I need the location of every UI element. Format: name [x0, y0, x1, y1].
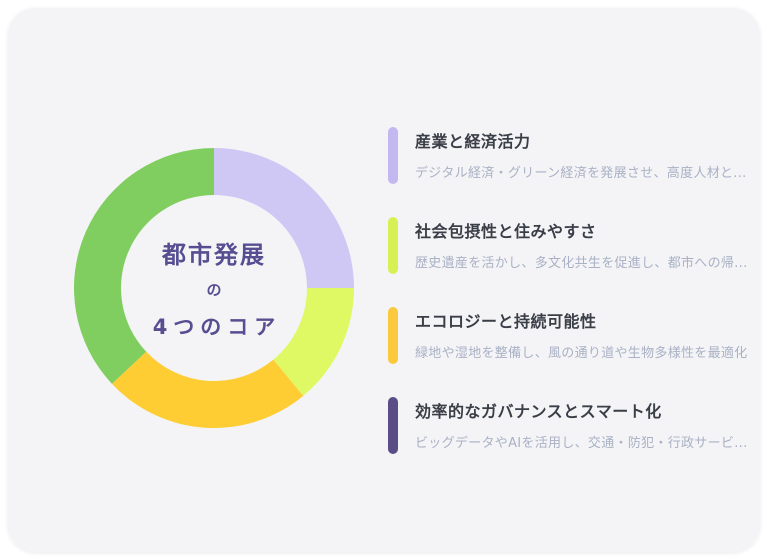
- legend-text-block: 社会包摂性と住みやすさ 歴史遺産を活かし、多文化共生を促進し、都市への帰...: [415, 217, 748, 274]
- legend-item-governance-smart: 効率的なガバナンスとスマート化 ビッグデータやAIを活用し、交通・防犯・行政サー…: [388, 397, 747, 454]
- legend-item-social-livability: 社会包摂性と住みやすさ 歴史遺産を活かし、多文化共生を促進し、都市への帰...: [388, 217, 747, 274]
- infographic-card: 都市発展 の 4つのコア 産業と経済活力 デジタル経済・グリーン経済を発展させ、…: [8, 8, 760, 552]
- legend-item-title: 効率的なガバナンスとスマート化: [415, 402, 662, 421]
- legend: 産業と経済活力 デジタル経済・グリーン経済を発展させ、高度人材と... 社会包摂…: [388, 127, 747, 487]
- legend-color-bar: [388, 397, 398, 454]
- legend-text-block: 産業と経済活力 デジタル経済・グリーン経済を発展させ、高度人材と...: [415, 127, 747, 184]
- donut-chart: [74, 148, 354, 428]
- donut-segment: [74, 148, 214, 384]
- legend-item-description: 緑地や湿地を整備し、風の通り道や生物多様性を最適化: [415, 346, 748, 361]
- donut-segment: [214, 148, 354, 288]
- donut-segment: [273, 288, 354, 396]
- legend-text-block: エコロジーと持続可能性 緑地や湿地を整備し、風の通り道や生物多様性を最適化: [415, 307, 748, 364]
- legend-item-ecology-sustainability: エコロジーと持続可能性 緑地や湿地を整備し、風の通り道や生物多様性を最適化: [388, 307, 747, 364]
- legend-color-bar: [388, 127, 398, 184]
- donut-segment: [111, 351, 304, 428]
- legend-item-title: 産業と経済活力: [415, 132, 531, 151]
- donut-chart-area: 都市発展 の 4つのコア: [74, 148, 354, 428]
- legend-item-industry-economy: 産業と経済活力 デジタル経済・グリーン経済を発展させ、高度人材と...: [388, 127, 746, 184]
- legend-text-block: 効率的なガバナンスとスマート化 ビッグデータやAIを活用し、交通・防犯・行政サー…: [415, 397, 748, 454]
- legend-item-description: ビッグデータやAIを活用し、交通・防犯・行政サービ...: [415, 436, 748, 451]
- legend-item-description: 歴史遺産を活かし、多文化共生を促進し、都市への帰...: [415, 256, 748, 271]
- legend-item-title: 社会包摂性と住みやすさ: [415, 222, 597, 241]
- legend-item-description: デジタル経済・グリーン経済を発展させ、高度人材と...: [415, 166, 747, 181]
- legend-color-bar: [388, 217, 398, 274]
- legend-item-title: エコロジーと持続可能性: [415, 312, 597, 331]
- legend-color-bar: [388, 307, 398, 364]
